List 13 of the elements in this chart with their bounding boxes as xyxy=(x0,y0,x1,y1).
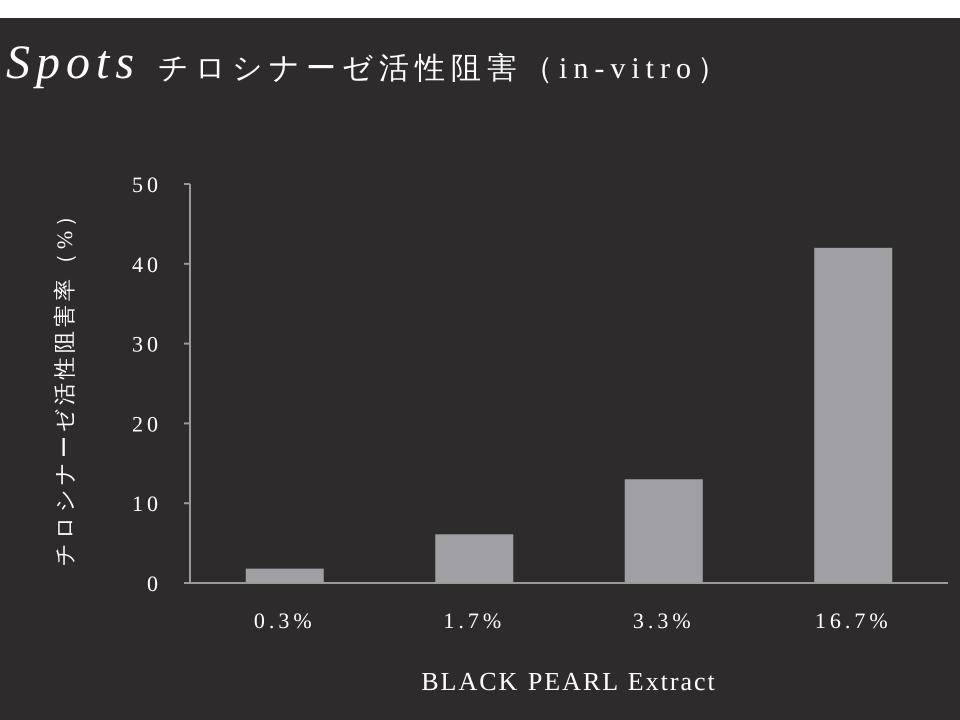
x-tick-label: 16.7% xyxy=(814,608,892,633)
chart-title: Spots チロシナーゼ活性阻害（in-vitro） xyxy=(6,36,734,89)
y-tick-label: 10 xyxy=(132,491,162,516)
y-axis-title: チロシナーゼ活性阻害率（%） xyxy=(52,200,77,566)
x-tick-label: 3.3% xyxy=(632,608,695,633)
y-tick-label: 40 xyxy=(132,252,162,277)
y-tick-label: 30 xyxy=(132,332,162,357)
y-tick-label: 0 xyxy=(147,571,162,596)
y-tick-label: 50 xyxy=(132,172,162,197)
x-tick-label: 0.3% xyxy=(254,608,316,633)
x-axis-title: BLACK PEARL Extract xyxy=(421,667,717,696)
y-tick-label: 20 xyxy=(132,411,162,436)
x-tick-label: 1.7% xyxy=(443,608,506,633)
